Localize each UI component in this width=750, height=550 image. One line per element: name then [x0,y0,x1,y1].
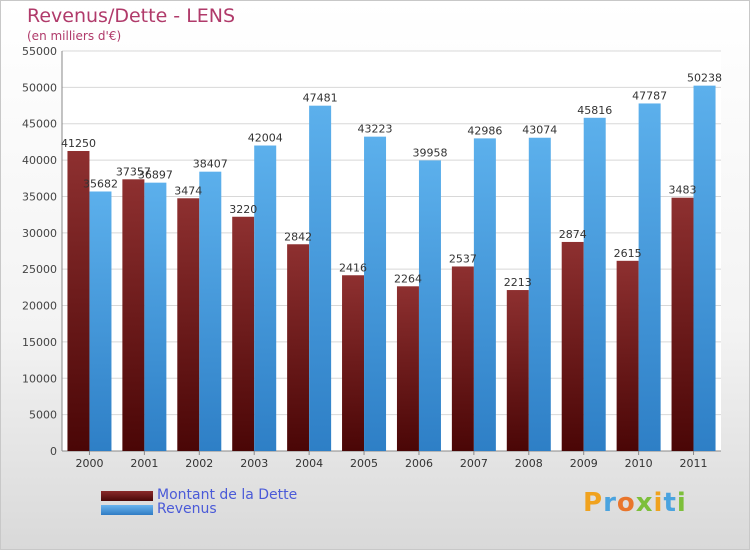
chart-title: Revenus/Dette - LENS [27,5,236,27]
bar-dette-2007 [451,266,474,451]
bar-dette-2000 [67,151,90,451]
chart-subtitle: (en milliers d'€) [27,29,122,43]
data-label-dette-2010: 2615 [614,247,642,260]
data-label-dette-2000: 41250 [61,137,96,150]
x-tick-label: 2005 [350,457,378,470]
data-label-revenus-2005: 43223 [358,123,393,136]
data-label-dette-2002: 3474 [174,184,202,197]
x-tick-label: 2001 [130,457,158,470]
data-label-dette-2011: 3483 [669,184,697,197]
y-tick-label: 35000 [22,190,57,203]
bar-revenus-2002 [199,171,222,451]
y-tick-label: 55000 [22,45,57,58]
bar-revenus-2007 [473,138,496,451]
logo-letter: i [653,488,664,518]
x-tick-label: 2007 [460,457,488,470]
bar-revenus-2006 [418,160,441,451]
data-label-revenus-2010: 47787 [632,89,667,102]
data-label-dette-2004: 2842 [284,230,312,243]
y-tick-label: 10000 [22,372,57,385]
data-label-revenus-2001: 36897 [138,169,173,182]
bar-revenus-2004 [309,105,332,451]
bar-dette-2005 [342,275,365,451]
bar-dette-2006 [396,286,419,451]
proxiti-logo: Proxiti [583,488,687,518]
logo-letter: o [616,488,636,518]
data-label-revenus-2003: 42004 [248,132,283,145]
bar-dette-2009 [561,241,584,451]
data-label-dette-2009: 2874 [559,228,587,241]
data-label-dette-2007: 2537 [449,252,477,265]
data-label-revenus-2011: 50238 [687,72,722,85]
legend-swatch-dette [101,491,153,501]
legend-label-dette: Montant de la Dette [157,487,298,503]
logo-letter: r [603,488,617,518]
bar-dette-2002 [177,198,200,451]
bar-revenus-2003 [254,145,277,451]
bar-revenus-2011 [693,85,716,452]
bar-revenus-2008 [528,137,551,451]
bar-dette-2011 [671,197,694,451]
data-label-dette-2003: 3220 [229,203,257,216]
data-label-revenus-2000: 35682 [83,177,118,190]
x-tick-label: 2006 [405,457,433,470]
data-label-dette-2005: 2416 [339,261,367,274]
legend-swatch-revenus [101,505,153,515]
x-tick-label: 2002 [185,457,213,470]
data-label-revenus-2009: 45816 [577,104,612,117]
data-label-revenus-2006: 39958 [412,146,447,159]
y-tick-label: 40000 [22,154,57,167]
y-tick-label: 50000 [22,81,57,94]
bar-dette-2001 [122,179,145,451]
bar-dette-2010 [616,260,639,451]
data-label-dette-2006: 2264 [394,272,422,285]
data-label-dette-2008: 2213 [504,276,532,289]
x-tick-label: 2009 [570,457,598,470]
data-label-revenus-2004: 47481 [303,92,338,105]
y-tick-label: 25000 [22,263,57,276]
data-label-revenus-2002: 38407 [193,158,228,171]
bar-revenus-2005 [364,136,387,451]
y-tick-label: 5000 [29,409,57,422]
logo-letter: t [663,488,677,518]
bar-revenus-2001 [144,182,167,451]
y-tick-label: 15000 [22,336,57,349]
logo-letter: i [676,488,687,518]
bar-revenus-2000 [89,191,112,451]
y-tick-label: 30000 [22,227,57,240]
x-tick-label: 2010 [625,457,653,470]
data-label-revenus-2008: 43074 [522,124,557,137]
x-tick-label: 2008 [515,457,543,470]
bar-dette-2003 [232,216,255,451]
logo-letter: x [635,488,654,518]
x-tick-label: 2000 [75,457,103,470]
y-tick-label: 0 [50,445,57,458]
bar-dette-2004 [287,244,310,451]
plot-area [62,51,721,451]
logo-letter: P [583,488,604,518]
y-tick-label: 45000 [22,118,57,131]
bar-dette-2008 [506,290,529,451]
x-tick-label: 2003 [240,457,268,470]
data-label-revenus-2007: 42986 [467,124,502,137]
y-tick-label: 20000 [22,300,57,313]
data-label-dette-2001: 37357 [116,165,151,178]
bar-revenus-2009 [583,117,606,451]
legend-label-revenus: Revenus [157,501,217,517]
x-tick-label: 2004 [295,457,323,470]
x-tick-label: 2011 [680,457,708,470]
bar-revenus-2010 [638,103,661,451]
